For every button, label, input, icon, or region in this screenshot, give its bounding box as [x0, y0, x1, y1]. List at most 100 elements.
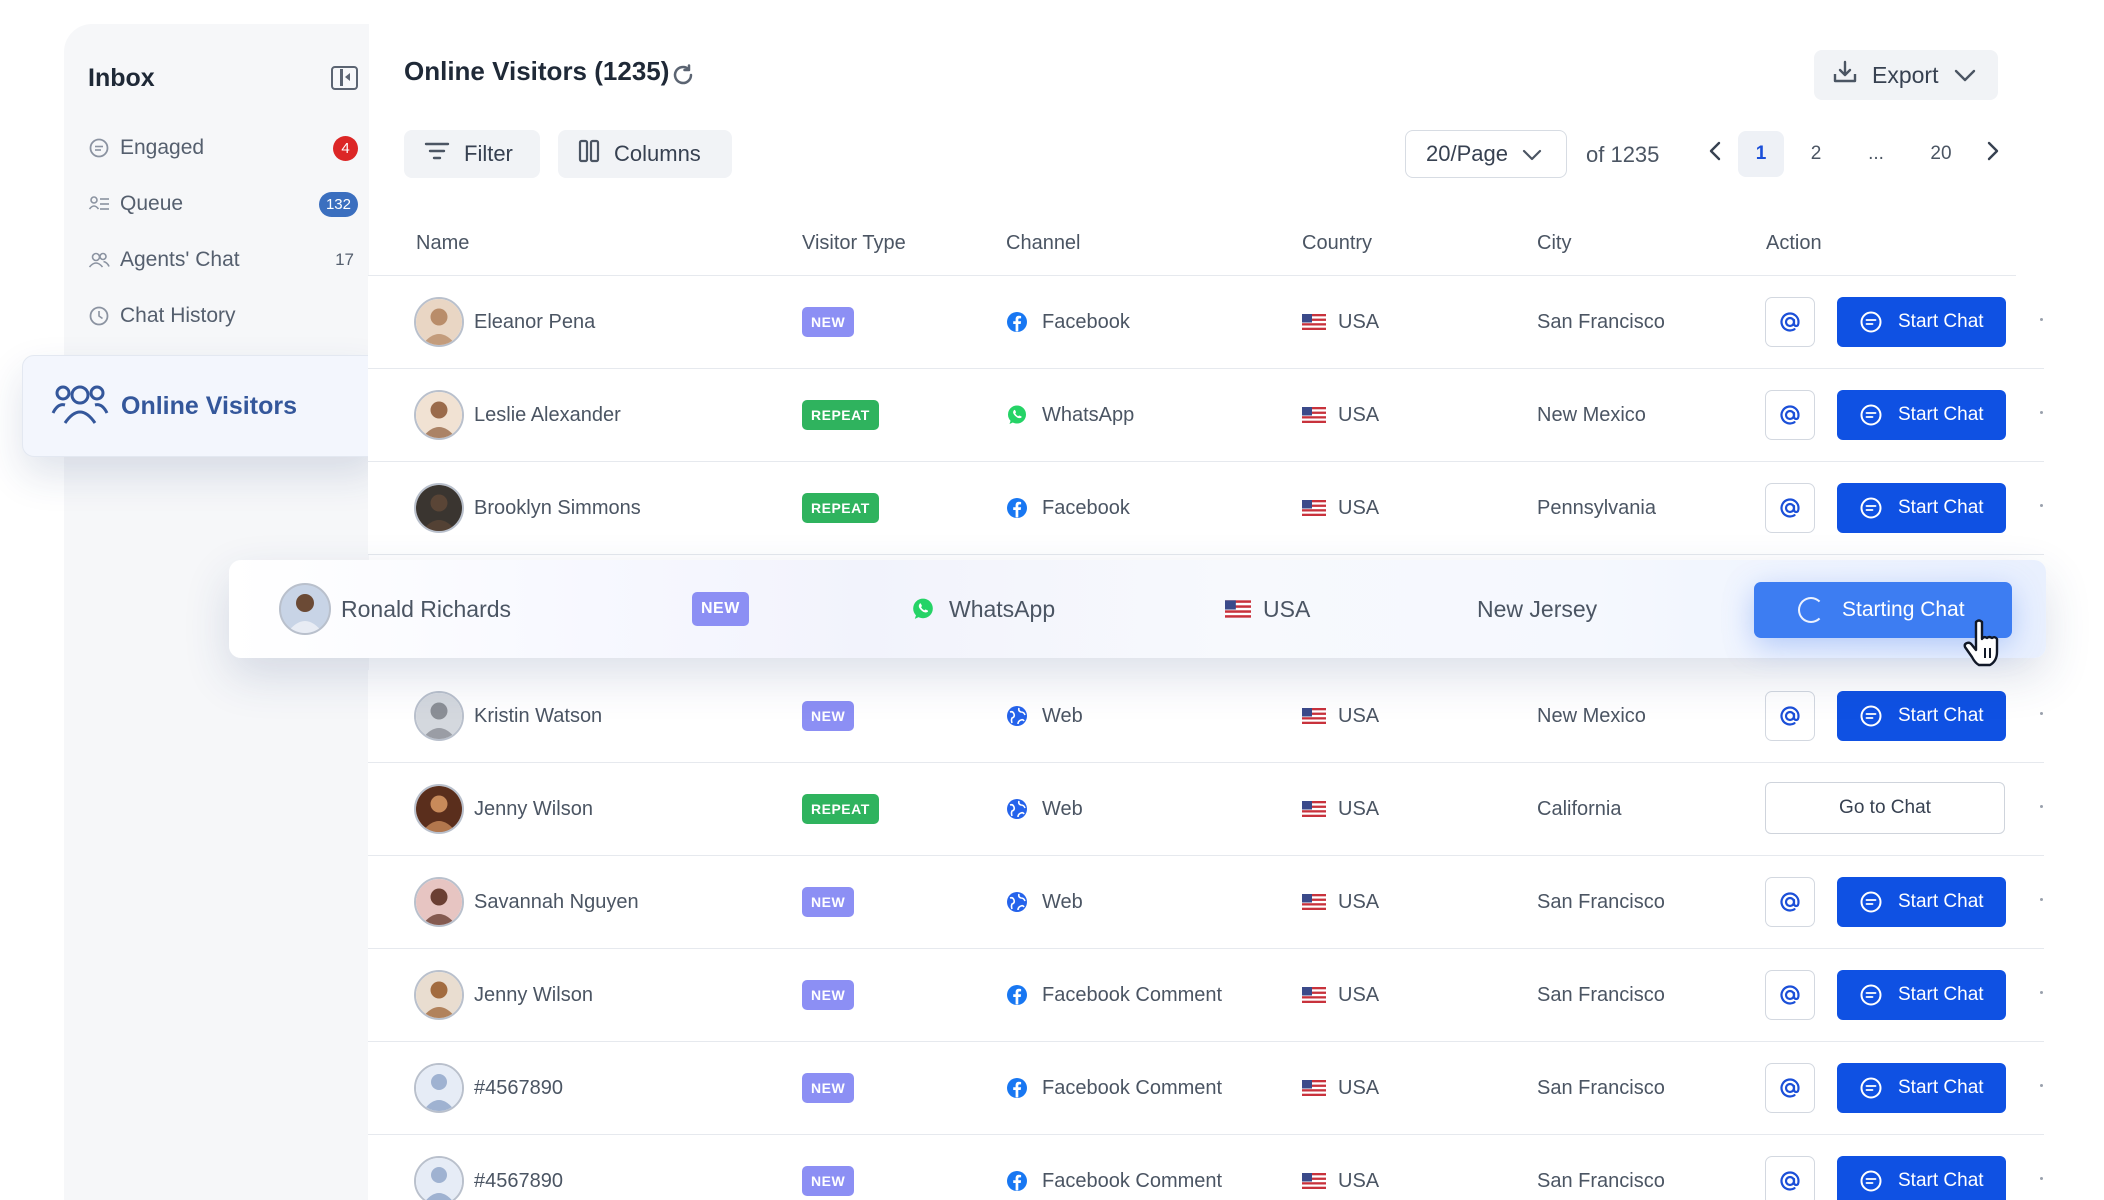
- name-cell: Kristin Watson: [414, 670, 602, 762]
- us-flag-icon: [1302, 314, 1326, 330]
- filter-button[interactable]: Filter: [404, 130, 540, 178]
- channel-name: Facebook Comment: [1042, 1169, 1223, 1192]
- users-group-icon: [51, 381, 109, 432]
- city-name: San Francisco: [1537, 1169, 1665, 1192]
- table-row[interactable]: #4567890 NEW Facebook Comment USA San Franci…: [368, 1135, 2044, 1200]
- sidebar-collapse-icon[interactable]: [331, 66, 358, 90]
- name-cell: #4567890: [414, 1135, 563, 1200]
- visitor-type-badge: REPEAT: [802, 400, 879, 430]
- sidebar-item-engaged[interactable]: Engaged 4: [88, 126, 358, 170]
- visitor-name: Savannah Nguyen: [474, 890, 639, 913]
- us-flag-icon: [1302, 894, 1326, 910]
- visitor-name: #4567890: [474, 1076, 563, 1099]
- sidebar-item-label: Chat History: [120, 304, 236, 327]
- sidebar-item-label: Agents' Chat: [120, 248, 240, 271]
- table-row[interactable]: #4567890 NEW Facebook Comment USA San Franci…: [368, 1042, 2044, 1135]
- country-cell: USA: [1302, 369, 1379, 461]
- export-button[interactable]: Export: [1814, 50, 1998, 100]
- page-2-button[interactable]: 2: [1810, 143, 1822, 164]
- city-cell: Pennsylvania: [1537, 462, 1656, 554]
- avatar: [414, 877, 464, 927]
- visitor-name: Jenny Wilson: [474, 797, 593, 820]
- column-header-name[interactable]: Name: [416, 232, 470, 254]
- starting-chat-button[interactable]: Starting Chat: [1754, 582, 2012, 638]
- table-row[interactable]: Leslie Alexander REPEAT WhatsApp USA New Mex…: [368, 369, 2044, 462]
- start-chat-button[interactable]: Start Chat: [1837, 297, 2006, 347]
- city-name: New Mexico: [1537, 403, 1646, 426]
- name-cell: Brooklyn Simmons: [414, 462, 641, 554]
- table-row[interactable]: Jenny Wilson NEW Facebook Comment USA San Fr…: [368, 949, 2044, 1042]
- mention-button[interactable]: [1765, 390, 1815, 440]
- visitor-type-badge: REPEAT: [802, 493, 879, 523]
- mention-button[interactable]: [1765, 970, 1815, 1020]
- start-chat-button[interactable]: Start Chat: [1837, 1063, 2006, 1113]
- go-to-chat-button[interactable]: Go to Chat: [1765, 782, 2005, 834]
- start-chat-button[interactable]: Start Chat: [1837, 390, 2006, 440]
- column-header-city[interactable]: City: [1537, 232, 1572, 254]
- prev-page-button[interactable]: [1692, 131, 1738, 177]
- start-chat-label: Start Chat: [1898, 311, 1984, 332]
- table-row[interactable]: Kristin Watson NEW Web USA New Mexico Start C…: [368, 670, 2044, 763]
- chat-bubble-icon: [1859, 890, 1883, 914]
- visitor-name: Kristin Watson: [474, 704, 603, 727]
- visitor-name: Brooklyn Simmons: [474, 496, 641, 519]
- facebook-icon: [1006, 1077, 1028, 1099]
- table-row[interactable]: Brooklyn Simmons REPEAT Facebook USA Pennsyl…: [368, 462, 2044, 555]
- name-cell: Jenny Wilson: [414, 763, 593, 855]
- sidebar-item-queue[interactable]: Queue 132: [88, 182, 358, 226]
- row-overflow-indicator: [2040, 712, 2043, 715]
- country-cell: USA: [1302, 670, 1379, 762]
- mention-button[interactable]: [1765, 297, 1815, 347]
- visitor-type-badge: NEW: [802, 887, 855, 917]
- country-name: USA: [1338, 496, 1380, 519]
- sidebar-item-online-visitors[interactable]: Online Visitors: [22, 355, 380, 457]
- name-cell: Jenny Wilson: [414, 949, 593, 1041]
- sidebar-item-agents-chat[interactable]: Agents' Chat 17: [88, 238, 358, 282]
- start-chat-button[interactable]: Start Chat: [1837, 691, 2006, 741]
- highlighted-table-row[interactable]: Ronald Richards NEW WhatsApp USA New Jer…: [229, 560, 2046, 658]
- chat-bubble-icon: [1859, 983, 1883, 1007]
- columns-button[interactable]: Columns: [558, 130, 732, 178]
- mention-button[interactable]: [1765, 1156, 1815, 1200]
- channel-cell: Facebook Comment: [1006, 949, 1222, 1041]
- channel-cell: Facebook Comment: [1006, 1135, 1222, 1200]
- table-row[interactable]: Eleanor Pena NEW Facebook USA San Francisco S…: [368, 276, 2044, 369]
- country-name: USA: [1338, 797, 1380, 820]
- next-page-button[interactable]: [1970, 131, 2016, 177]
- mention-button[interactable]: [1765, 1063, 1815, 1113]
- avatar: [414, 390, 464, 440]
- visitor-name: #4567890: [474, 1169, 563, 1192]
- table-row[interactable]: Jenny Wilson REPEAT Web USA California Go to …: [368, 763, 2044, 856]
- page-20-button[interactable]: 20: [1930, 143, 1952, 164]
- export-label: Export: [1872, 61, 1939, 88]
- column-header-country[interactable]: Country: [1302, 232, 1373, 254]
- table-row[interactable]: Savannah Nguyen NEW Web USA San Francisco Sta…: [368, 856, 2044, 949]
- city-cell: California: [1537, 763, 1621, 855]
- column-header-channel[interactable]: Channel: [1006, 232, 1081, 254]
- sidebar-title: Inbox: [88, 64, 155, 92]
- mention-button[interactable]: [1765, 483, 1815, 533]
- column-header-visitor-type[interactable]: Visitor Type: [802, 232, 906, 254]
- start-chat-button[interactable]: Start Chat: [1837, 483, 2006, 533]
- country-cell: USA: [1302, 276, 1379, 368]
- start-chat-button[interactable]: Start Chat: [1837, 877, 2006, 927]
- start-chat-button[interactable]: Start Chat: [1837, 1156, 2006, 1200]
- at-mention-icon: [1778, 1076, 1802, 1100]
- type-cell: NEW: [802, 949, 855, 1041]
- sidebar-item-chat-history[interactable]: Chat History: [88, 294, 358, 338]
- per-page-select[interactable]: 20/Page: [1405, 130, 1567, 178]
- city-cell: San Francisco: [1537, 1135, 1665, 1200]
- mention-button[interactable]: [1765, 691, 1815, 741]
- refresh-icon[interactable]: [670, 62, 696, 88]
- column-header-action: Action: [1766, 232, 1822, 254]
- country-name: USA: [1338, 983, 1380, 1006]
- chevron-down-icon: [1522, 141, 1542, 167]
- start-chat-button[interactable]: Start Chat: [1837, 970, 2006, 1020]
- name-cell: #4567890: [414, 1042, 563, 1134]
- row-overflow-indicator: [2040, 504, 2043, 507]
- row-overflow-indicator: [2040, 411, 2043, 414]
- mention-button[interactable]: [1765, 877, 1815, 927]
- whatsapp-icon: [1006, 404, 1028, 426]
- online-visitors-label: Online Visitors: [121, 391, 297, 420]
- page-1-button[interactable]: 1: [1738, 131, 1784, 177]
